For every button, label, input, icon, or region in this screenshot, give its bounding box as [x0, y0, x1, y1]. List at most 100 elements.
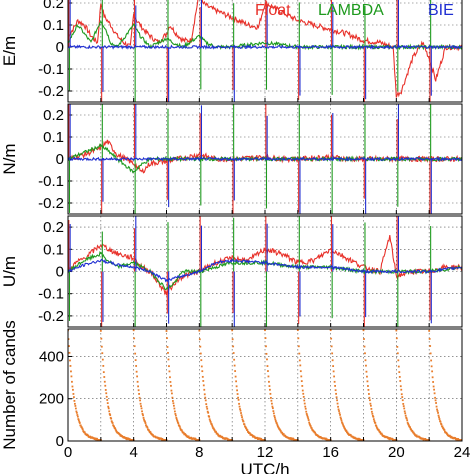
data-point [251, 434, 254, 437]
series-line-bie [68, 155, 462, 162]
data-point [344, 427, 346, 430]
data-point [439, 420, 442, 423]
data-point [199, 345, 202, 348]
data-point [200, 359, 203, 362]
data-point [212, 427, 215, 430]
data-point [403, 410, 406, 413]
data-point [201, 375, 204, 378]
data-point [364, 359, 367, 362]
x-tick-label: 0 [64, 444, 72, 461]
data-point [307, 419, 310, 421]
data-point [399, 385, 402, 388]
data-point [138, 393, 140, 395]
data-point [78, 422, 81, 424]
data-point [213, 429, 216, 432]
data-point [248, 432, 251, 435]
data-point [74, 407, 77, 410]
data-point [331, 352, 334, 355]
data-point [142, 414, 144, 417]
data-point [338, 410, 340, 412]
data-point [140, 405, 142, 408]
data-point [113, 425, 116, 428]
plot-area [68, 216, 462, 327]
data-point [199, 352, 202, 355]
data-point [273, 416, 276, 419]
data-point [296, 329, 299, 332]
data-point [186, 435, 189, 438]
data-point [398, 371, 401, 374]
data-point [405, 417, 408, 420]
data-point [441, 425, 444, 428]
data-point [184, 433, 187, 436]
data-point [329, 329, 332, 332]
data-point [403, 407, 406, 410]
x-tick-label: 8 [195, 444, 203, 461]
data-point [299, 364, 302, 367]
data-point [104, 384, 107, 387]
data-point [274, 418, 277, 421]
data-point [99, 329, 102, 332]
data-point [369, 402, 372, 405]
data-point [100, 345, 103, 348]
data-point [87, 434, 90, 437]
data-point [68, 338, 70, 341]
data-point [101, 358, 104, 361]
data-point [79, 424, 82, 427]
data-point [138, 396, 141, 399]
data-point [302, 395, 305, 398]
data-point [290, 437, 293, 440]
data-point [68, 351, 71, 354]
data-point [435, 405, 438, 408]
data-point [334, 389, 337, 392]
data-point [202, 384, 205, 387]
data-point [362, 329, 365, 332]
data-point [332, 365, 335, 368]
data-point [368, 393, 370, 395]
data-point [276, 425, 279, 428]
data-point [206, 410, 209, 413]
data-point [339, 416, 342, 419]
data-point [438, 418, 441, 420]
data-point [371, 414, 374, 417]
data-point [340, 417, 342, 420]
series-line-lambda [68, 20, 462, 51]
data-point [135, 365, 138, 367]
data-point [187, 435, 190, 438]
data-point [132, 329, 135, 332]
data-point [167, 351, 169, 354]
data-point [366, 375, 368, 378]
data-point [233, 364, 236, 367]
data-point [144, 422, 147, 424]
data-point [204, 396, 207, 399]
data-point [305, 412, 308, 415]
data-point [231, 338, 234, 341]
data-point [69, 359, 71, 362]
data-point [139, 399, 141, 402]
panel-frame [67, 215, 463, 328]
data-point [297, 337, 300, 340]
y-tick-label: 0 [56, 151, 64, 168]
data-point [119, 433, 121, 436]
data-point [401, 396, 404, 398]
data-point [234, 370, 237, 372]
data-point [114, 428, 117, 431]
data-point [433, 388, 435, 391]
data-point [374, 422, 377, 424]
series-line-bie [68, 43, 462, 50]
data-point [370, 410, 373, 413]
data-point [391, 438, 394, 440]
data-point [240, 414, 243, 417]
data-point [133, 345, 136, 348]
data-point [203, 388, 206, 391]
data-point [174, 413, 177, 415]
data-point [432, 385, 435, 388]
data-point [167, 358, 170, 361]
data-point [424, 437, 427, 440]
x-tick-label: 24 [454, 444, 471, 461]
series-line-bie [68, 258, 462, 283]
data-point [76, 415, 79, 418]
data-point [71, 385, 74, 388]
data-point [275, 422, 278, 425]
data-point [269, 392, 272, 395]
